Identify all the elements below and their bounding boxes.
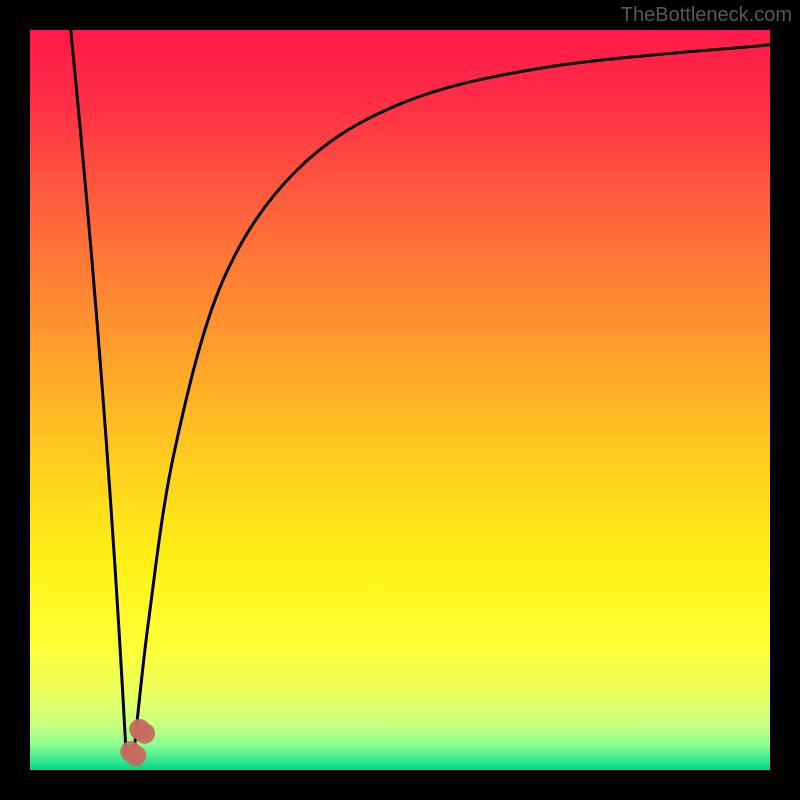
curve-layer — [30, 30, 770, 770]
marker-blob — [129, 719, 155, 744]
curve-left-branch — [71, 30, 127, 755]
watermark-text: TheBottleneck.com — [621, 4, 792, 27]
plot-area — [30, 30, 770, 770]
marker-blob — [120, 741, 146, 766]
chart-frame: TheBottleneck.com — [0, 0, 800, 800]
curve-right-branch — [134, 45, 770, 755]
